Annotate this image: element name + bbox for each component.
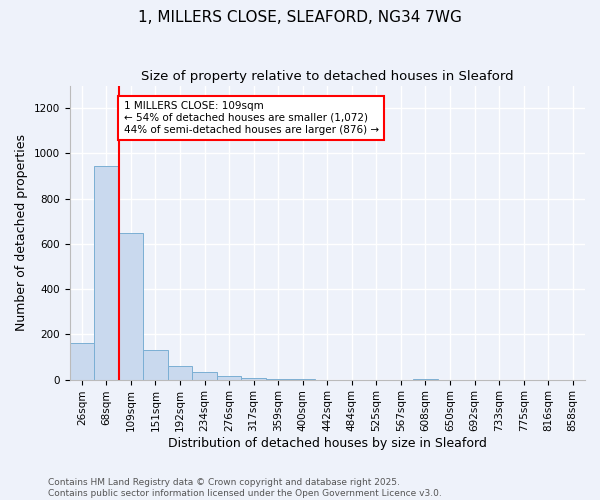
Y-axis label: Number of detached properties: Number of detached properties bbox=[15, 134, 28, 331]
Bar bbox=[94, 166, 119, 380]
Text: Contains HM Land Registry data © Crown copyright and database right 2025.
Contai: Contains HM Land Registry data © Crown c… bbox=[48, 478, 442, 498]
Bar bbox=[192, 372, 217, 380]
Text: 1, MILLERS CLOSE, SLEAFORD, NG34 7WG: 1, MILLERS CLOSE, SLEAFORD, NG34 7WG bbox=[138, 10, 462, 25]
X-axis label: Distribution of detached houses by size in Sleaford: Distribution of detached houses by size … bbox=[168, 437, 487, 450]
Title: Size of property relative to detached houses in Sleaford: Size of property relative to detached ho… bbox=[141, 70, 514, 83]
Bar bbox=[241, 378, 266, 380]
Text: 1 MILLERS CLOSE: 109sqm
← 54% of detached houses are smaller (1,072)
44% of semi: 1 MILLERS CLOSE: 109sqm ← 54% of detache… bbox=[124, 102, 379, 134]
Bar bbox=[70, 344, 94, 380]
Bar bbox=[143, 350, 168, 380]
Bar bbox=[119, 232, 143, 380]
Bar bbox=[217, 376, 241, 380]
Bar bbox=[168, 366, 192, 380]
